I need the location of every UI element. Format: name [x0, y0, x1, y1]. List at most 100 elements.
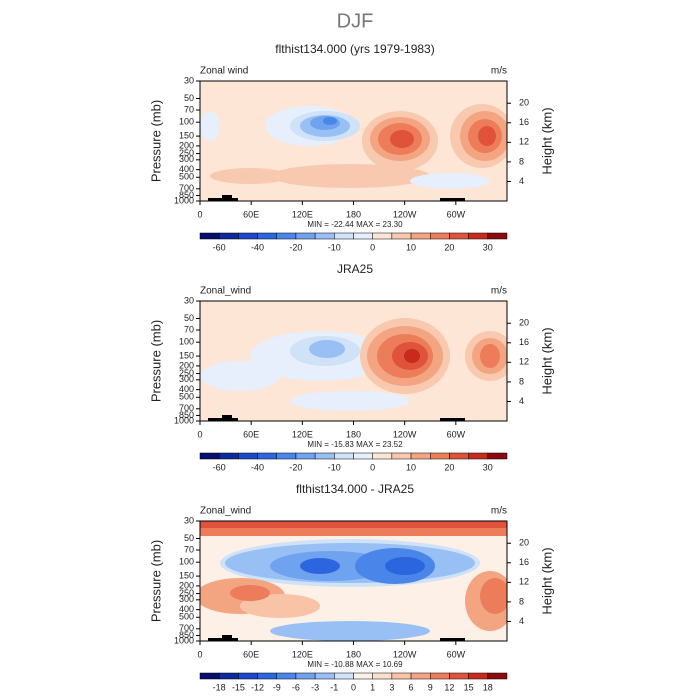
- colorbar-label: -9: [273, 682, 281, 692]
- y-axis-title: Pressure (mb): [148, 100, 163, 182]
- x-tick-label: 180: [346, 649, 361, 659]
- stats-label: MIN = -10.88 MAX = 10.69: [307, 660, 403, 669]
- y-tick-label: 150: [179, 570, 194, 580]
- colorbar-label: 0: [370, 242, 375, 252]
- colorbar-label: 3: [389, 682, 394, 692]
- x-tick-label: 120W: [393, 429, 417, 439]
- colorbar-box: [449, 672, 469, 680]
- colorbar-box: [276, 452, 297, 460]
- x-tick-label: 60W: [447, 649, 466, 659]
- contour-field: [200, 81, 507, 201]
- colorbar-label: -60: [213, 462, 226, 472]
- contour-fill: [478, 126, 496, 146]
- colorbar-box: [257, 672, 277, 680]
- y-tick-label: 1000: [174, 195, 194, 205]
- colorbar-label: 10: [406, 462, 416, 472]
- topography: [222, 195, 232, 201]
- contour-fill: [200, 521, 507, 528]
- x-tick-label: 120W: [393, 209, 417, 219]
- y2-tick-label: 8: [519, 156, 524, 166]
- colorbar-box: [295, 452, 316, 460]
- contour-fill: [290, 391, 410, 411]
- colorbar-box: [238, 672, 258, 680]
- y2-tick-label: 4: [519, 616, 524, 626]
- x-tick-label: 0: [197, 209, 202, 219]
- y-tick-label: 1000: [174, 415, 194, 425]
- colorbar-label: 0: [370, 462, 375, 472]
- x-tick-label: 120E: [292, 429, 313, 439]
- y-tick-label: 400: [179, 604, 194, 614]
- colorbar-box: [218, 672, 239, 680]
- colorbar-box: [238, 232, 258, 240]
- y-tick-label: 400: [179, 384, 194, 394]
- panel: flthist134.000 (yrs 1979-1983) Zonal wind…: [148, 42, 554, 252]
- contour-fill: [480, 578, 507, 614]
- y-tick-label: 150: [179, 130, 194, 140]
- y2-tick-label: 20: [519, 538, 529, 548]
- colorbar-label: -15: [232, 682, 245, 692]
- contour-field: [200, 521, 507, 641]
- x-tick-label: 60W: [447, 209, 466, 219]
- colorbar-box: [449, 232, 469, 240]
- contour-fill: [270, 621, 430, 641]
- colorbar-label: 10: [406, 242, 416, 252]
- y-tick-label: 700: [179, 403, 194, 413]
- colorbar-box: [314, 452, 335, 460]
- contour-fill: [210, 168, 290, 184]
- colorbar-label: 15: [464, 682, 474, 692]
- y2-tick-label: 4: [519, 176, 524, 186]
- y2-tick-label: 12: [519, 137, 529, 147]
- y2-tick-label: 20: [519, 98, 529, 108]
- colorbar-box: [314, 232, 335, 240]
- colorbar-label: -10: [328, 462, 341, 472]
- y-tick-label: 150: [179, 350, 194, 360]
- colorbar-box: [257, 232, 277, 240]
- colorbar-box: [218, 232, 239, 240]
- y2-tick-label: 12: [519, 577, 529, 587]
- y-tick-label: 700: [179, 623, 194, 633]
- y-tick-label: 400: [179, 164, 194, 174]
- y-tick-label: 50: [184, 93, 194, 103]
- y-tick-label: 70: [184, 544, 194, 554]
- colorbar-box: [199, 672, 220, 680]
- colorbar-label: 18: [483, 682, 493, 692]
- x-tick-label: 120W: [393, 649, 417, 659]
- colorbar-label: 30: [483, 462, 493, 472]
- variable-label: Zonal_wind: [200, 506, 251, 517]
- topography: [440, 198, 465, 201]
- topography: [222, 635, 232, 641]
- x-tick-label: 180: [346, 209, 361, 219]
- x-tick-label: 0: [197, 649, 202, 659]
- x-tick-label: 120E: [292, 649, 313, 659]
- colorbar-label: 30: [483, 242, 493, 252]
- colorbar-box: [468, 452, 489, 460]
- colorbar-box: [430, 452, 450, 460]
- y-tick-label: 50: [184, 533, 194, 543]
- topography: [440, 638, 465, 641]
- y2-tick-label: 16: [519, 337, 529, 347]
- y2-tick-label: 16: [519, 117, 529, 127]
- units-label: m/s: [491, 66, 507, 77]
- variable-label: Zonal wind: [200, 66, 248, 77]
- colorbar-box: [353, 672, 373, 680]
- y-tick-label: 300: [179, 154, 194, 164]
- y-tick-label: 100: [179, 337, 194, 347]
- colorbar-box: [430, 672, 450, 680]
- colorbar-label: -60: [213, 242, 226, 252]
- x-tick-label: 60W: [447, 429, 466, 439]
- y2-axis-title: Height (km): [539, 327, 554, 394]
- y-tick-label: 300: [179, 594, 194, 604]
- contour-fill: [390, 130, 414, 148]
- contour-fill: [410, 173, 490, 189]
- y-tick-label: 500: [179, 392, 194, 402]
- variable-label: Zonal_wind: [200, 286, 251, 297]
- x-tick-label: 0: [197, 429, 202, 439]
- colorbar-label: -1: [330, 682, 338, 692]
- units-label: m/s: [491, 506, 507, 517]
- contour-fill: [385, 557, 425, 575]
- y-tick-label: 300: [179, 374, 194, 384]
- y2-tick-label: 8: [519, 596, 524, 606]
- colorbar-label: -40: [251, 462, 264, 472]
- colorbar-box: [391, 452, 412, 460]
